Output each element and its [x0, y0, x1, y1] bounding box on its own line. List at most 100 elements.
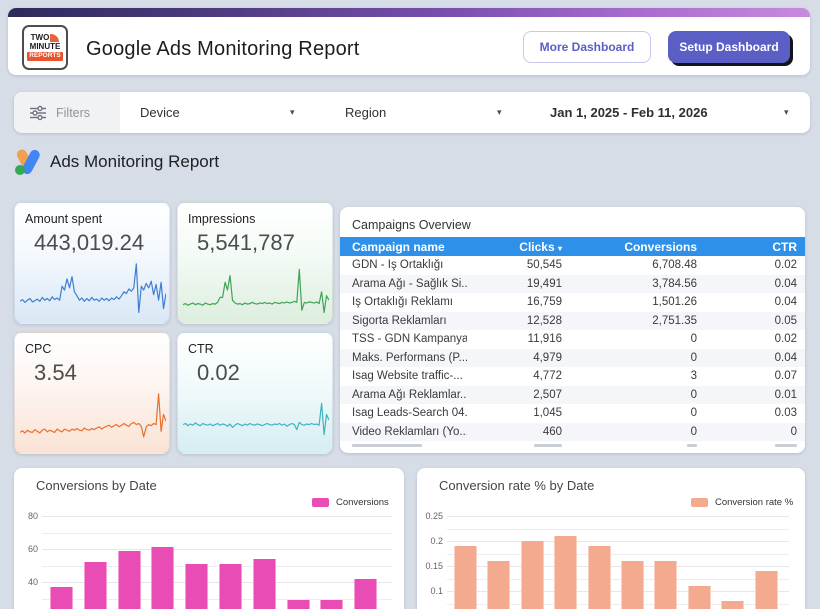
table-row-clipped	[340, 441, 805, 449]
bar[interactable]	[252, 558, 276, 609]
kpi-card-ctr[interactable]: CTR 0.02	[177, 332, 333, 454]
y-axis-tick-label: 80	[27, 511, 38, 521]
filters-toggle[interactable]: Filters	[14, 92, 120, 133]
kpi-label: Amount spent	[25, 212, 103, 226]
bar[interactable]	[83, 562, 107, 609]
table-cell: 2,507	[533, 388, 562, 401]
table-row[interactable]: TSS - GDN Kampanyası 11,916 0 0.02	[340, 330, 805, 349]
sort-caret-icon: ▾	[557, 243, 562, 253]
table-row[interactable]: İsag Website traffic-... 4,772 3 0.07	[340, 367, 805, 386]
conversions-by-date-card: Conversions by Date Conversions 80 60 40	[14, 468, 404, 609]
bar[interactable]	[621, 561, 644, 609]
date-range-dropdown[interactable]: Jan 1, 2025 - Feb 11, 2026	[550, 105, 708, 120]
table-cell: İsag Website traffic-...	[352, 370, 463, 383]
table-cell: GDN - İş Ortaklığı	[352, 259, 444, 272]
table-cell: 3	[690, 370, 697, 383]
table-row[interactable]: Sigorta Reklamları 12,528 2,751.35 0.05	[340, 311, 805, 330]
table-cell: 460	[542, 425, 562, 438]
legend: Conversions	[312, 497, 389, 508]
gridline	[42, 532, 392, 534]
section-heading: Ads Monitoring Report	[14, 147, 219, 177]
column-header-campaign-name[interactable]: Campaign name	[352, 239, 445, 254]
section-title: Ads Monitoring Report	[50, 152, 220, 171]
kpi-card-impressions[interactable]: Impressions 5,541,787	[177, 202, 333, 324]
bar[interactable]	[117, 550, 141, 609]
table-cell: 0	[690, 388, 697, 401]
bar[interactable]	[454, 546, 477, 609]
bar[interactable]	[654, 561, 678, 609]
google-ads-icon	[14, 147, 42, 176]
bar[interactable]	[754, 571, 778, 609]
bar[interactable]	[354, 578, 378, 609]
table-row[interactable]: Arama Ağı Reklamlar... 2,507 0 0.01	[340, 385, 805, 404]
table-row[interactable]: İsag Leads-Search 04... 1,045 0 0.03	[340, 404, 805, 423]
y-axis-tick-label: 40	[27, 577, 38, 587]
table-cell: 4,979	[533, 351, 562, 364]
date-range-caret-icon[interactable]: ▾	[784, 107, 789, 117]
conversion-rate-chart-plot: 0.25 0.2 0.15 0.1	[417, 468, 805, 609]
amount-spent-sparkline	[20, 263, 166, 314]
table-row[interactable]: İş Ortaklığı Reklamı 16,759 1,501.26 0.04	[340, 293, 805, 312]
table-cell: 0	[690, 425, 697, 438]
device-caret-icon[interactable]: ▾	[290, 107, 295, 117]
chart-title: Conversion rate % by Date	[439, 478, 595, 493]
table-cell: 0.03	[774, 407, 797, 420]
region-caret-icon[interactable]: ▾	[497, 107, 502, 117]
table-row[interactable]: Arama Ağı - Sağlık Si... 19,491 3,784.56 0.…	[340, 274, 805, 293]
table-row[interactable]: GDN - İş Ortaklığı 50,545 6,708.48 0.02	[340, 256, 805, 275]
bar[interactable]	[219, 563, 242, 609]
legend: Conversion rate %	[691, 497, 793, 508]
bar[interactable]	[587, 546, 611, 609]
bar[interactable]	[286, 600, 310, 609]
bar[interactable]	[721, 601, 745, 609]
bar[interactable]	[320, 600, 344, 609]
y-axis-tick-label: 0.15	[425, 561, 443, 571]
more-dashboard-button[interactable]: More Dashboard	[523, 31, 651, 63]
page-title: Google Ads Monitoring Report	[86, 38, 360, 60]
table-cell: 0	[790, 425, 797, 438]
gridline	[447, 541, 789, 542]
table-cell: Maks. Performans (P...	[352, 351, 467, 364]
bar[interactable]	[185, 563, 209, 609]
bar[interactable]	[520, 541, 544, 609]
bar[interactable]	[50, 586, 73, 609]
table-cell: 0.04	[774, 277, 797, 290]
kpi-label: CTR	[188, 342, 214, 356]
table-cell: 1,501.26	[652, 296, 697, 309]
table-cell: 0.02	[774, 333, 797, 346]
column-header-clicks[interactable]: Clicks ▾	[519, 239, 562, 254]
y-axis-tick-label: 0.1	[430, 586, 443, 596]
table-row[interactable]: Maks. Performans (P... 4,979 0 0.04	[340, 348, 805, 367]
gridline	[42, 565, 392, 567]
table-cell: 0	[690, 407, 697, 420]
table-cell: 0.05	[774, 314, 797, 327]
table-row[interactable]: Video Reklamları (Yo... 460 0 0	[340, 422, 805, 441]
table-cell: 0.07	[774, 370, 797, 383]
chart-title: Conversions by Date	[36, 478, 157, 493]
kpi-label: Impressions	[188, 212, 256, 226]
legend-label: Conversion rate %	[715, 497, 794, 508]
logo-line2: MINUTE	[29, 42, 61, 52]
table-title: Campaigns Overview	[352, 218, 471, 232]
impressions-sparkline	[183, 268, 329, 314]
table-cell: 0.02	[774, 259, 797, 272]
filters-label: Filters	[56, 105, 91, 120]
kpi-card-amount-spent[interactable]: Amount spent 443,019.24	[14, 202, 170, 324]
bar[interactable]	[554, 536, 578, 609]
y-axis-tick-label: 0.25	[425, 511, 443, 521]
kpi-card-cpc[interactable]: CPC 3.54	[14, 332, 170, 454]
bar[interactable]	[487, 561, 511, 609]
column-header-conversions[interactable]: Conversions	[624, 239, 697, 254]
table-cell: 1,045	[533, 407, 562, 420]
setup-dashboard-button[interactable]: Setup Dashboard	[668, 31, 790, 63]
bar[interactable]	[151, 547, 175, 609]
device-filter-dropdown[interactable]: Device	[140, 105, 180, 120]
header-card: TWO MINUTE REPORTS Google Ads Monitoring…	[8, 8, 810, 75]
column-header-ctr[interactable]: CTR	[772, 239, 797, 254]
y-axis-tick-label: 60	[27, 544, 38, 554]
table-cell: Video Reklamları (Yo...	[352, 425, 467, 438]
bar[interactable]	[687, 586, 711, 609]
region-filter-dropdown[interactable]: Region	[345, 105, 387, 120]
gridline	[42, 516, 392, 517]
table-cell: 0	[690, 351, 697, 364]
